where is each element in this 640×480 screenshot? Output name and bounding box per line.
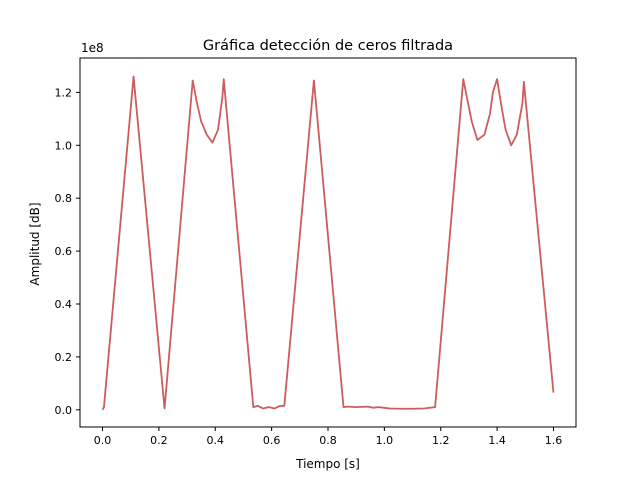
y-tick-label: 1.0 <box>55 139 73 152</box>
y-tick-label: 0.6 <box>55 245 73 258</box>
x-tick-label: 0.8 <box>319 434 337 447</box>
axes: 0.0 0.2 0.4 0.6 0.8 1.0 1.2 1.4 1.6 0.0 0.2 0.4 0.6 0… <box>55 57 577 447</box>
x-tick-label: 0.4 <box>207 434 225 447</box>
plot-area <box>101 75 555 411</box>
y-tick-label: 1.2 <box>55 86 73 99</box>
y-tick-label: 0.4 <box>55 298 73 311</box>
x-tick-label: 0.0 <box>94 434 112 447</box>
y-offset-label: 1e8 <box>81 41 104 55</box>
x-tick-label: 1.2 <box>432 434 450 447</box>
chart-title: Gráfica detección de ceros filtrada <box>203 38 453 54</box>
y-axis-label: Amplitud [dB] <box>28 202 42 285</box>
x-tick-label: 1.4 <box>488 434 506 447</box>
x-axis-label: Tiempo [s] <box>295 457 360 471</box>
y-tick-label: 0.2 <box>55 351 73 364</box>
series-line-0 <box>101 75 555 411</box>
x-tick-label: 0.6 <box>263 434 281 447</box>
x-tick-label: 1.0 <box>376 434 394 447</box>
y-tick-label: 0.8 <box>55 192 73 205</box>
y-tick-label: 0.0 <box>55 404 73 417</box>
x-tick-label: 0.2 <box>150 434 168 447</box>
x-tick-label: 1.6 <box>545 434 563 447</box>
